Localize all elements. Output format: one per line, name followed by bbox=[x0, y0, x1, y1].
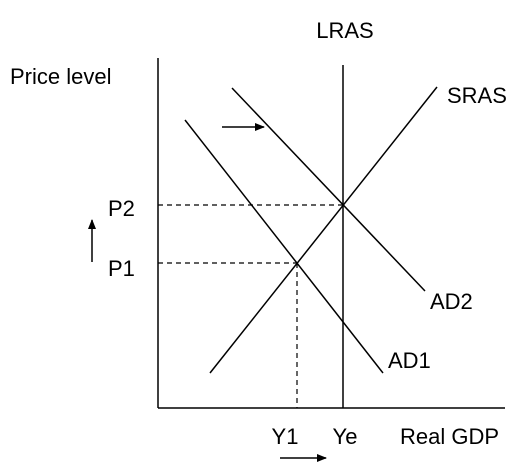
ad1-line bbox=[184, 119, 384, 374]
ye-label: Ye bbox=[333, 424, 358, 449]
ad2-label: AD2 bbox=[430, 289, 473, 314]
x-axis-label: Real GDP bbox=[400, 424, 499, 449]
sras-label: SRAS bbox=[447, 83, 507, 108]
p2-label: P2 bbox=[108, 196, 135, 221]
y-axis-label: Price level bbox=[10, 64, 111, 89]
ad2-line bbox=[231, 87, 426, 292]
lras-label: LRAS bbox=[316, 18, 373, 43]
y1-label: Y1 bbox=[272, 424, 299, 449]
axes bbox=[157, 58, 505, 409]
ad1-label: AD1 bbox=[388, 348, 431, 373]
p1-label: P1 bbox=[108, 256, 135, 281]
sras-line bbox=[209, 86, 438, 374]
